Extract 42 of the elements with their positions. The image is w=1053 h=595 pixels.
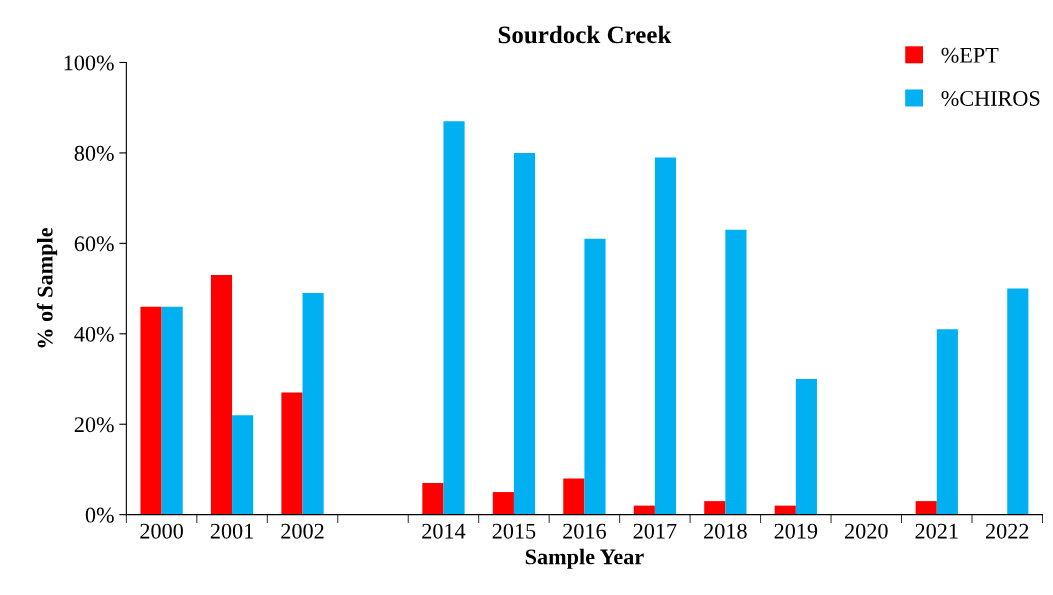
- x-tick-label: 2019: [774, 523, 818, 539]
- y-tick-label: 40%: [74, 326, 114, 342]
- bar: [563, 478, 585, 515]
- bar: [302, 293, 324, 515]
- x-tick-label: 2001: [210, 523, 253, 539]
- bar: [1007, 288, 1029, 515]
- x-tick-label: 2015: [492, 523, 536, 539]
- x-tick-label: 2021: [915, 523, 958, 539]
- bar: [704, 501, 726, 515]
- bar: [492, 492, 514, 515]
- bar: [725, 229, 747, 515]
- bar: [140, 306, 162, 515]
- bar: [281, 392, 303, 515]
- x-tick-label: 2018: [704, 523, 747, 539]
- bar: [443, 121, 465, 515]
- x-tick-label: 2002: [281, 523, 324, 539]
- legend-label: %CHIROS: [941, 90, 1040, 106]
- y-tick-label: 60%: [74, 236, 114, 252]
- bar: [584, 238, 606, 515]
- bar: [210, 275, 233, 515]
- x-tick-label: 2017: [633, 523, 677, 539]
- x-tick-label: 2014: [422, 523, 466, 539]
- bar: [422, 483, 444, 515]
- legend-label: %EPT: [941, 47, 999, 63]
- bar: [795, 379, 817, 515]
- y-axis-title: % of Sample: [36, 228, 58, 348]
- bar: [915, 501, 937, 515]
- bar: [513, 152, 536, 515]
- bar: [654, 157, 677, 515]
- x-tick-label: 2000: [140, 523, 183, 539]
- y-tick-label: 100%: [64, 55, 114, 71]
- y-tick-label: 0%: [85, 507, 114, 523]
- y-tick-label: 20%: [74, 417, 114, 433]
- bar: [161, 306, 183, 515]
- y-tick-label: 80%: [74, 145, 114, 161]
- x-axis-title: Sample Year: [525, 548, 644, 569]
- x-tick-label: 2020: [845, 523, 888, 539]
- x-tick-label: 2022: [985, 523, 1029, 539]
- x-tick-label: 2016: [563, 523, 606, 539]
- bar: [936, 329, 958, 515]
- bar: [232, 415, 254, 515]
- chart-title: Sourdock Creek: [498, 25, 672, 44]
